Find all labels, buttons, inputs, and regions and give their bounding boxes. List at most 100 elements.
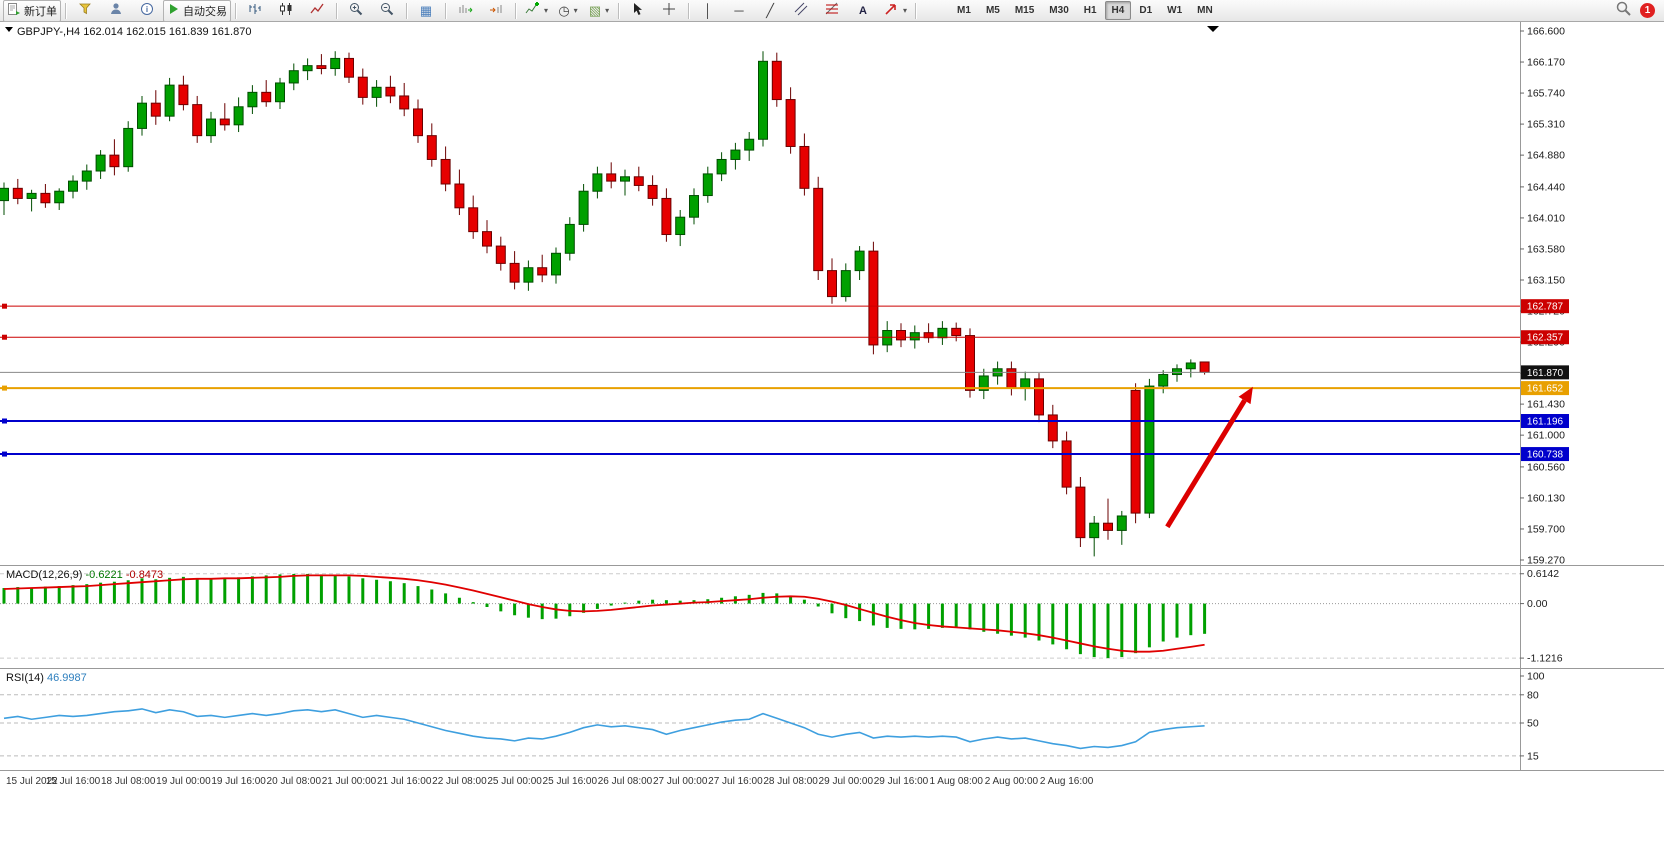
bar-chart-button[interactable] [240,0,270,22]
chart-area[interactable]: 166.600 166.170 165.740 165.310 164.880 164.4… [0,22,1664,842]
price-tag [1521,330,1569,345]
bar-chart-icon [247,1,263,20]
zoom-in-button[interactable] [341,0,371,22]
price-tick-label: 161.430 [1527,399,1565,411]
line-chart-icon [309,1,325,20]
new-order-label: 新订单 [24,5,57,18]
price-tick-label: 160.560 [1527,461,1565,473]
candlestick-chart-button[interactable] [271,0,301,22]
rsi-panel[interactable]: 100 80 50 15 RSI(14) 46.9987 [0,671,1545,763]
line-handle [2,303,7,309]
tf-button-m15[interactable]: M15 [1014,5,1035,16]
price-tick-label: 164.880 [1527,150,1565,162]
rsi-axis-label: 50 [1527,718,1539,730]
price-tag [1521,414,1569,429]
time-label: 2 Aug 00:00 [985,776,1039,787]
channel-button[interactable] [786,0,816,22]
crosshair-button[interactable] [654,0,684,22]
tf-button-m30[interactable]: M30 [1049,5,1069,16]
tf-button-mn[interactable]: MN [1197,5,1213,16]
tile-windows-icon: ▦ [419,3,433,18]
templates-button[interactable]: ▧ ▾ [584,0,614,22]
line-handle [2,451,7,457]
price-tag-label: 161.652 [1527,384,1564,395]
arrow-tool-icon [883,1,899,20]
price-tick-label: 163.150 [1527,274,1565,286]
toolbar-separator [688,2,690,19]
scroll-to-end-icon[interactable] [1207,26,1219,32]
tf-button-h1[interactable]: H1 [1083,5,1097,16]
price-tick-label: 166.170 [1527,57,1565,69]
tf-button-m1[interactable]: M1 [957,5,971,16]
cursor-button[interactable] [623,0,653,22]
macd-panel[interactable]: 0.6142 0.00 -1.1216 MACD(12,26,9) -0.6221 -… [0,568,1563,665]
vertical-line-button[interactable]: │ [693,0,723,22]
price-tag [1521,299,1569,314]
horizontal-line-object[interactable]: 162.357 [0,330,1569,345]
main-chart[interactable] [0,51,1210,557]
price-tag-label: 162.787 [1527,302,1564,313]
fibonacci-icon [824,1,840,20]
toolbar-separator [515,2,516,19]
time-label: 29 Jul 16:00 [874,776,929,787]
horizontal-line-button[interactable]: ─ [724,0,754,22]
toolbar: 新订单 i 自动交易 ▦ ▾ ◷ ▾ [0,0,1664,22]
search-icon[interactable] [1615,0,1632,22]
profiles-button[interactable] [101,0,131,22]
text-tool-button[interactable]: A [848,0,878,22]
horizontal-line-object[interactable]: 162.787 [0,299,1569,314]
tile-windows-button[interactable]: ▦ [411,0,441,22]
tf-button-h4[interactable]: H4 [1104,1,1132,20]
rsi-axis-label: 100 [1527,671,1545,683]
current-price-line[interactable]: 161.870 [0,365,1569,380]
new-chart-icon [77,1,93,20]
collapse-triangle-icon[interactable] [5,27,13,32]
time-label: 28 Jul 08:00 [763,776,818,787]
autotrading-play-icon [167,2,180,19]
horizontal-line-object[interactable]: 161.652 [0,381,1569,396]
toolbar-separator [406,2,407,19]
indicators-icon [524,1,540,20]
horizontal-line-object[interactable]: 161.196 [0,414,1569,429]
autotrading-button[interactable]: 自动交易 [163,0,231,22]
trendline-button[interactable]: ╱ [755,0,785,22]
cursor-icon [630,1,646,20]
time-label: 29 Jul 00:00 [819,776,874,787]
auto-scroll-button[interactable] [450,0,480,22]
tf-button-w1[interactable]: W1 [1167,5,1183,16]
new-chart-button[interactable] [70,0,100,22]
fibonacci-button[interactable] [817,0,847,22]
time-label: 15 Jul 2022 [6,776,58,787]
tf-button-d1[interactable]: D1 [1139,5,1153,16]
autotrading-label: 自动交易 [183,5,227,18]
notification-badge[interactable]: 1 [1640,3,1655,18]
time-label: 25 Jul 16:00 [543,776,598,787]
macd-label: MACD(12,26,9) -0.6221 -0.8473 [6,569,163,581]
horizontal-line-object[interactable]: 160.738 [0,447,1569,462]
line-chart-button[interactable] [302,0,332,22]
arrows-tool-button[interactable]: ▾ [879,0,911,22]
chart-shift-button[interactable] [481,0,511,22]
rsi-line [3,708,1205,750]
macd-axis-label: 0.00 [1527,598,1548,610]
price-tick-label: 160.130 [1527,492,1565,504]
price-tick-label: 165.740 [1527,88,1565,100]
info-button[interactable]: i [132,0,162,22]
price-tag-label: 162.357 [1527,333,1564,344]
arrow-annotation[interactable] [1165,386,1253,529]
zoom-out-button[interactable] [372,0,402,22]
chart-title: GBPJPY-,H4 162.014 162.015 161.839 161.8… [17,26,251,38]
time-label: 18 Jul 08:00 [101,776,156,787]
price-tag-label: 161.870 [1527,368,1564,379]
price-tick-label: 166.600 [1527,26,1565,38]
indicators-button[interactable]: ▾ [520,0,552,22]
new-order-button[interactable]: 新订单 [3,0,61,22]
time-label: 1 Aug 08:00 [930,776,984,787]
price-axis[interactable]: 166.600 166.170 165.740 165.310 164.880 164.4… [1520,26,1565,567]
tf-button-m5[interactable]: M5 [985,5,1000,16]
price-tag [1521,381,1569,396]
periods-button[interactable]: ◷ ▾ [553,0,583,22]
vertical-line-icon: │ [703,3,713,18]
time-label: 15 Jul 16:00 [46,776,101,787]
